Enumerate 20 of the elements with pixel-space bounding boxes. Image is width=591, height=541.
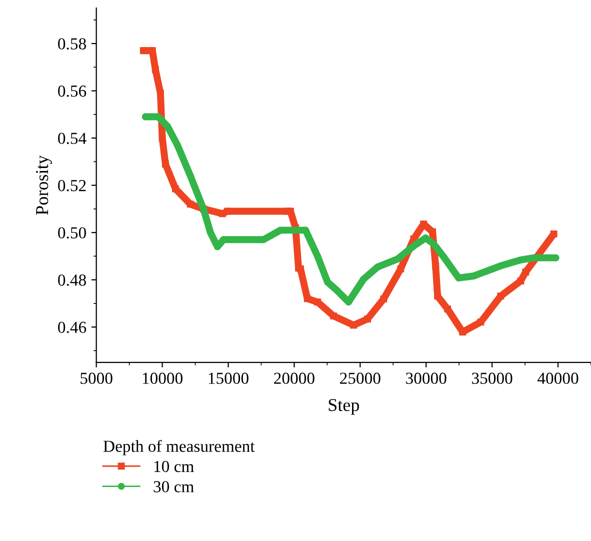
x-tick-label: 15000 xyxy=(208,372,248,384)
legend-label: 10 cm xyxy=(154,460,194,472)
x-tick-label: 5000 xyxy=(80,372,112,384)
y-tick-label: 0.48 xyxy=(58,274,86,286)
y-tick-label: 0.50 xyxy=(58,227,86,239)
x-axis-title: Step xyxy=(328,398,360,415)
y-tick-label: 0.54 xyxy=(58,132,86,144)
y-tick-label: 0.52 xyxy=(58,180,86,192)
y-axis-title: Porosity xyxy=(36,155,52,215)
x-tick-label: 30000 xyxy=(406,372,446,384)
x-tick-label: 40000 xyxy=(538,372,578,384)
x-tick-label: 20000 xyxy=(274,372,314,384)
x-tick-label: 25000 xyxy=(340,372,380,384)
x-tick-label: 35000 xyxy=(472,372,512,384)
y-tick-label: 0.46 xyxy=(58,322,86,334)
y-tick-label: 0.56 xyxy=(58,85,86,97)
legend-title: Depth of measurement xyxy=(103,440,255,456)
legend-label: 30 cm xyxy=(154,481,194,492)
x-tick-label: 10000 xyxy=(142,372,182,384)
y-tick-label: 0.58 xyxy=(58,38,86,50)
